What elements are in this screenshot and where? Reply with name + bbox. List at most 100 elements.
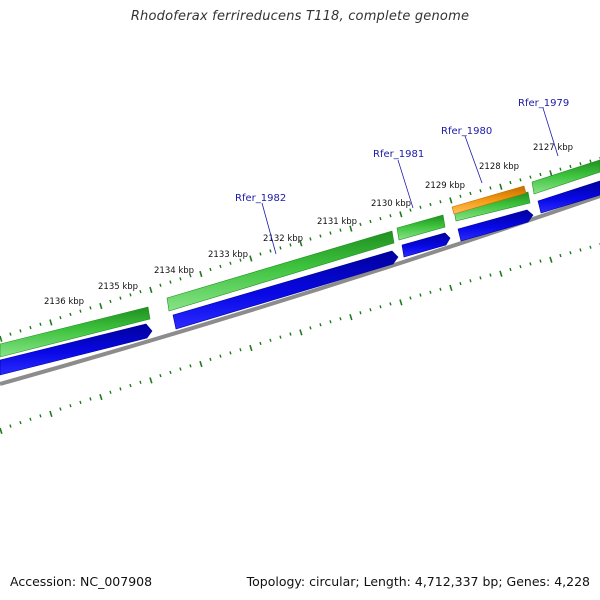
genome-summary-text: Topology: circular; Length: 4,712,337 bp… (246, 574, 590, 589)
minor-tick (389, 302, 392, 306)
kbp-label: 2129 kbp (425, 181, 465, 191)
forward-cds-block-2[interactable] (166, 230, 395, 312)
major-tick (199, 270, 203, 278)
minor-tick (379, 216, 382, 221)
gene-label-leaders (261, 107, 559, 255)
minor-tick (469, 191, 472, 196)
minor-tick (509, 267, 512, 272)
minor-tick (409, 208, 412, 212)
highlighted-cds-block[interactable] (451, 185, 527, 215)
major-tick (149, 286, 153, 294)
major-tick (49, 319, 53, 326)
minor-tick (159, 373, 162, 378)
minor-tick (269, 249, 272, 253)
minor-tick (239, 258, 242, 262)
minor-tick (539, 172, 542, 177)
major-tick (0, 427, 3, 434)
minor-tick (259, 252, 262, 256)
forward-cds-block-5[interactable] (531, 159, 600, 195)
major-tick (49, 410, 53, 418)
reverse-cds-track (0, 180, 600, 376)
minor-tick (439, 287, 442, 291)
minor-tick (179, 277, 182, 281)
gene-label-rfer-1982[interactable]: Rfer_1982 (235, 193, 286, 204)
major-tick (549, 256, 553, 263)
reverse-cds-block-2[interactable] (172, 250, 399, 330)
major-tick (299, 240, 303, 247)
gene-label-rfer-1981[interactable]: Rfer_1981 (373, 149, 424, 160)
gene-label-rfer-1980[interactable]: Rfer_1980 (441, 126, 492, 137)
major-tick (449, 197, 453, 204)
minor-tick (9, 332, 12, 336)
minor-tick (339, 228, 342, 232)
major-tick (99, 302, 103, 310)
major-tick (249, 255, 253, 262)
minor-tick (229, 351, 232, 355)
minor-tick (459, 281, 462, 286)
major-tick (549, 170, 553, 177)
minor-tick (169, 370, 172, 375)
minor-tick (329, 320, 332, 324)
minor-tick (539, 259, 542, 263)
minor-tick (569, 251, 572, 255)
minor-tick (119, 296, 122, 300)
minor-tick (519, 264, 522, 269)
minor-tick (119, 387, 122, 391)
minor-tick (309, 326, 312, 330)
minor-tick (189, 364, 192, 368)
minor-tick (9, 424, 12, 428)
minor-tick (489, 186, 492, 190)
minor-tick (129, 293, 132, 297)
minor-tick (319, 323, 322, 327)
minor-tick (559, 167, 562, 171)
minor-tick (219, 264, 222, 269)
minor-tick (279, 246, 282, 250)
minor-tick (469, 279, 472, 283)
major-tick (449, 284, 453, 291)
minor-tick (369, 219, 372, 224)
kbp-label: 2128 kbp (479, 162, 519, 172)
minor-tick (359, 222, 362, 227)
minor-tick (419, 293, 422, 297)
minor-tick (139, 380, 142, 384)
major-tick (399, 211, 403, 218)
minor-tick (279, 335, 282, 339)
reverse-cds-block-1[interactable] (0, 323, 153, 376)
minor-tick (69, 404, 72, 408)
major-tick (249, 344, 253, 352)
minor-tick (229, 261, 232, 265)
reverse-cds-block-4[interactable] (457, 209, 534, 242)
minor-tick (439, 200, 442, 204)
minor-tick (559, 253, 562, 258)
reverse-cds-block-3[interactable] (401, 232, 451, 258)
minor-tick (129, 383, 132, 388)
minor-tick (329, 231, 332, 235)
gene-leader-line (261, 202, 277, 255)
major-tick (399, 299, 403, 306)
minor-tick (359, 311, 362, 315)
minor-tick (309, 237, 312, 241)
minor-tick (479, 189, 482, 193)
minor-tick (419, 205, 422, 209)
minor-tick (429, 202, 432, 207)
minor-tick (79, 309, 82, 313)
kbp-label: 2127 kbp (533, 143, 573, 153)
major-tick (99, 393, 103, 401)
gene-label-rfer-1979[interactable]: Rfer_1979 (518, 98, 569, 109)
minor-tick (219, 354, 222, 358)
gene-leader-line (542, 107, 559, 157)
minor-tick (459, 194, 462, 198)
gene-labels: Rfer_1982 Rfer_1981 Rfer_1980 Rfer_1979 (235, 98, 569, 204)
minor-tick (529, 262, 532, 266)
minor-tick (509, 180, 512, 185)
minor-tick (59, 315, 62, 320)
forward-cds-block-3[interactable] (396, 214, 446, 241)
minor-tick (529, 175, 532, 179)
minor-tick (139, 289, 142, 294)
minor-tick (29, 325, 32, 330)
minor-tick (259, 341, 262, 346)
reverse-cds-block-5[interactable] (537, 180, 600, 214)
minor-tick (389, 214, 392, 218)
forward-cds-block-1[interactable] (0, 306, 151, 358)
